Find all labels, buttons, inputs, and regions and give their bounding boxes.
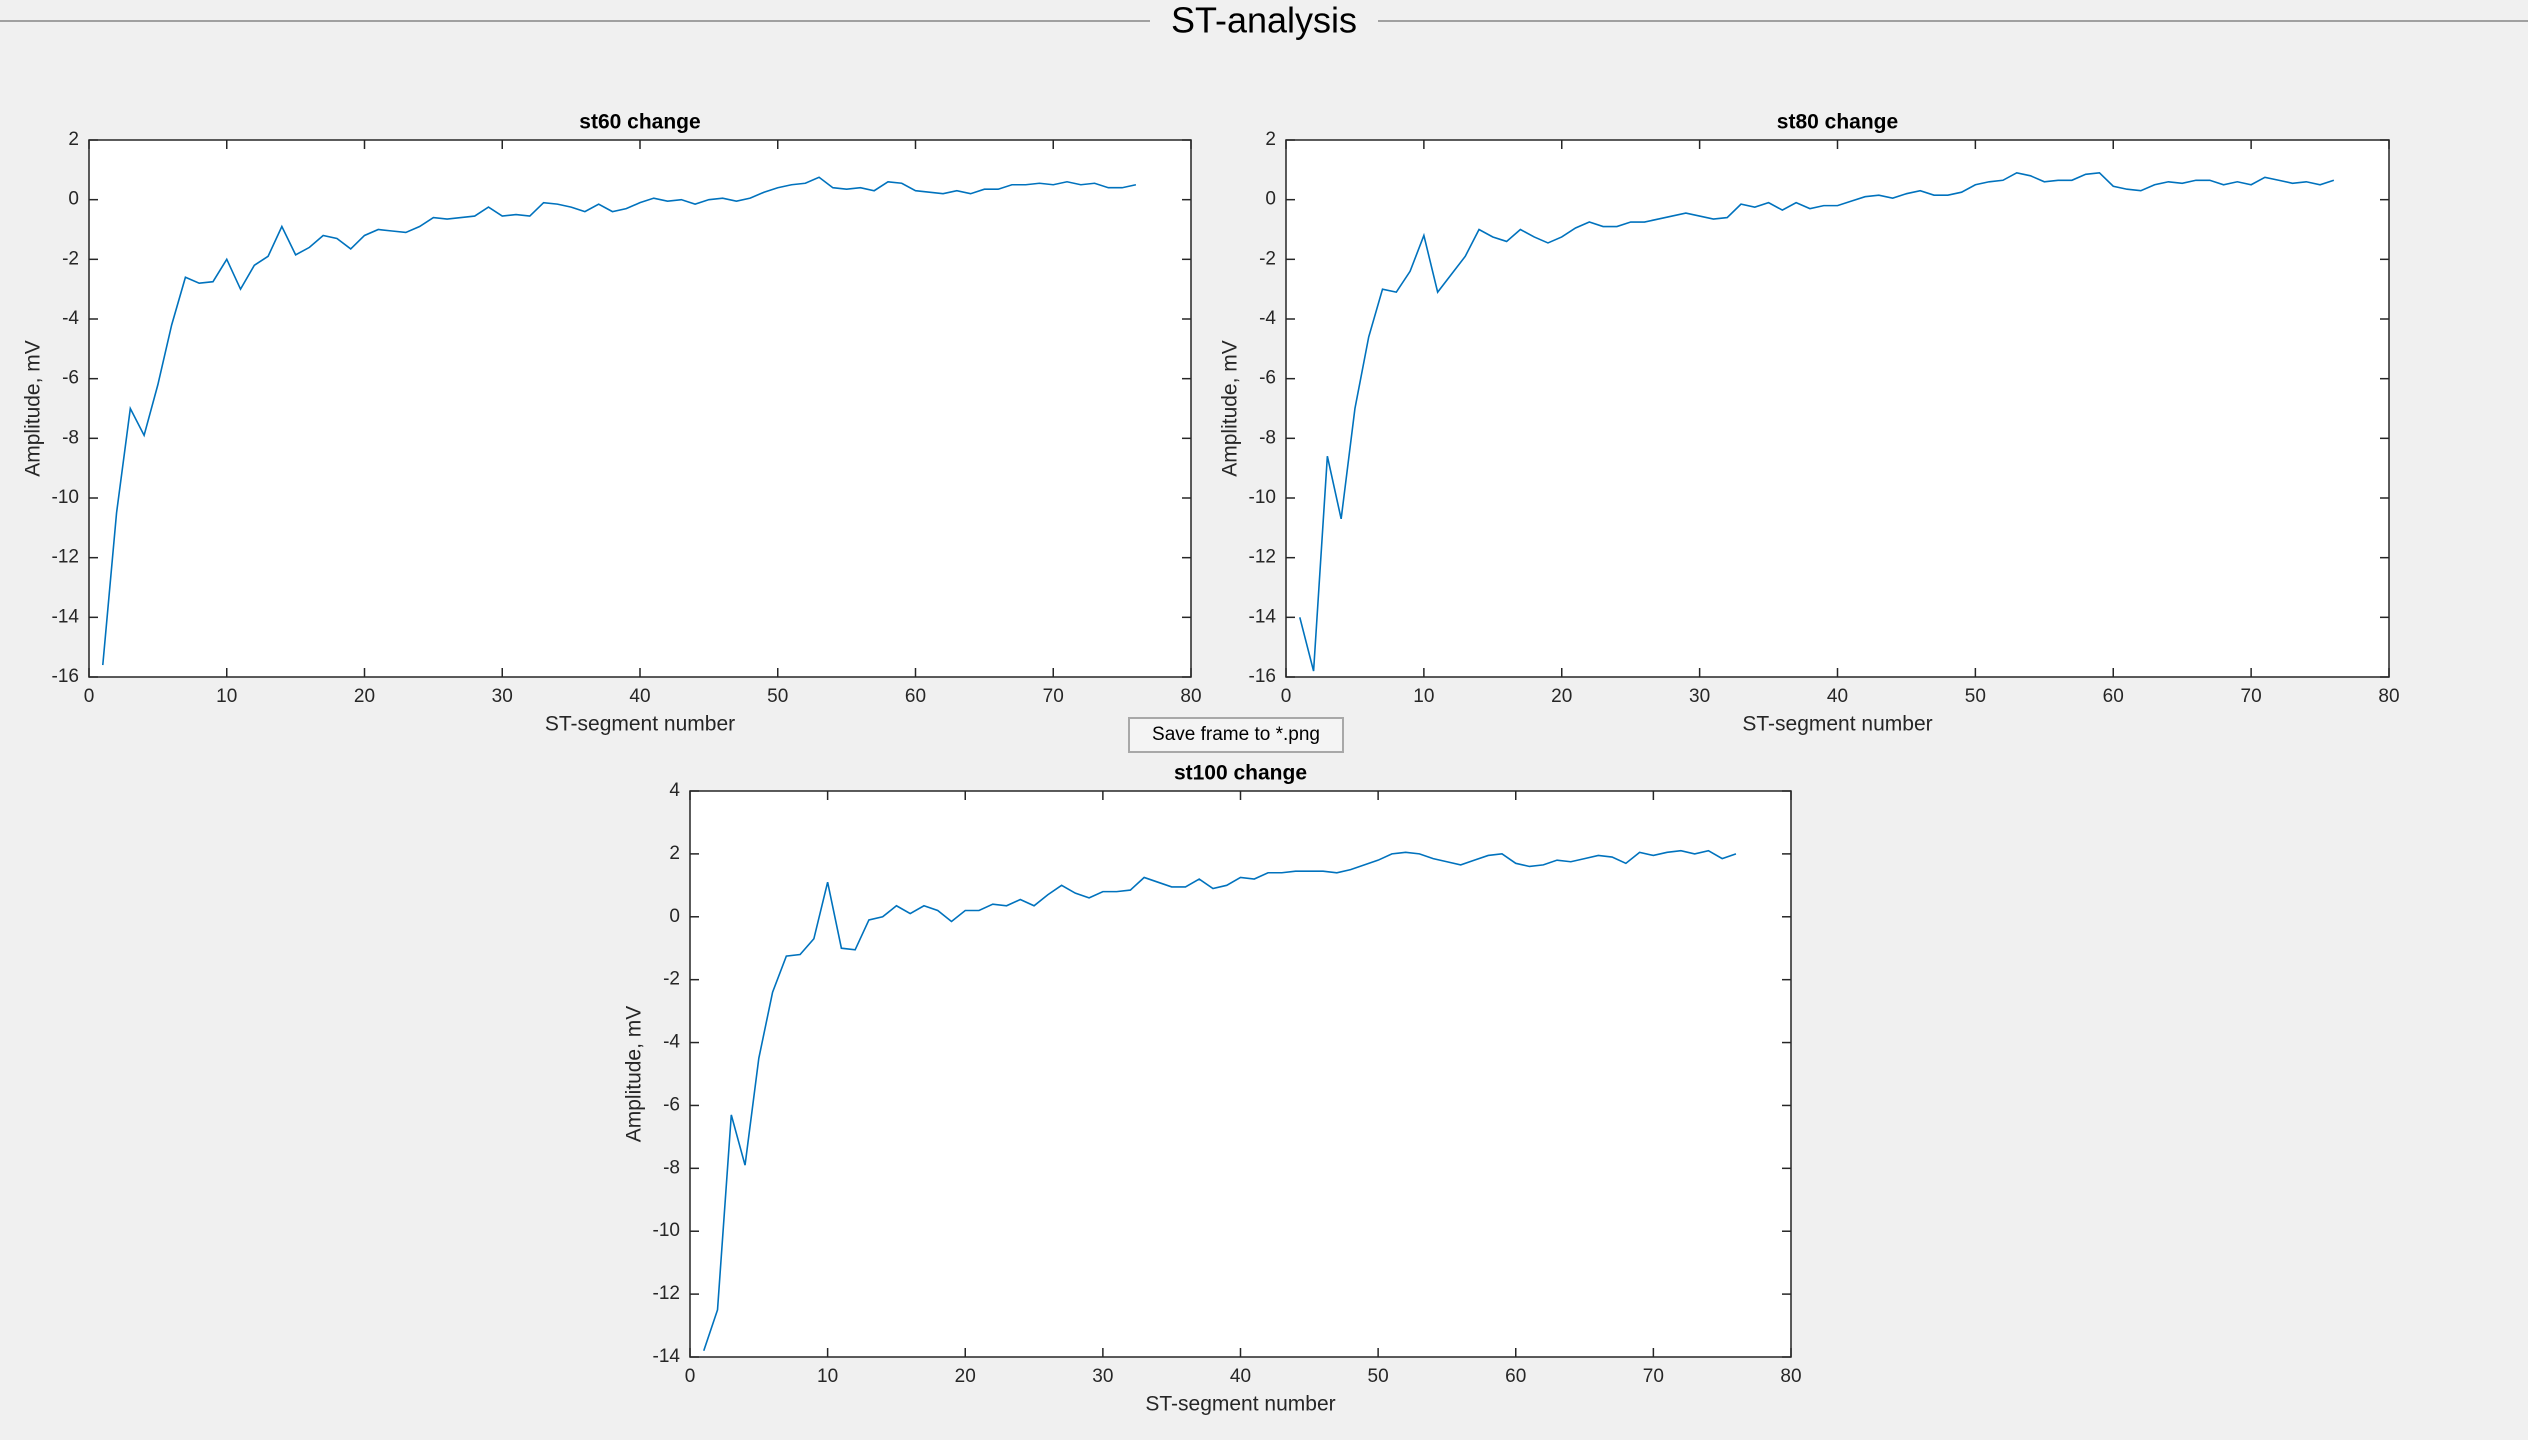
x-tick-label: 60 [1505,1366,1526,1387]
y-axis-label: Amplitude, mV [623,1006,646,1143]
x-tick-label: 70 [1643,1366,1664,1387]
y-axis-label: Amplitude, mV [1219,340,1242,477]
y-tick-label: 0 [669,906,680,927]
save-button[interactable]: Save frame to *.png [1128,717,1344,753]
x-tick-label: 20 [354,686,375,707]
x-tick-label: 50 [1965,686,1986,707]
y-axis-label: Amplitude, mV [22,340,45,477]
x-tick-label: 10 [216,686,237,707]
y-tick-label: -8 [62,427,79,448]
x-axis-label: ST-segment number [1742,713,1932,736]
y-tick-label: 0 [1265,189,1276,210]
y-tick-label: -10 [1249,487,1276,508]
x-tick-label: 70 [2241,686,2262,707]
plot-area [1285,139,2390,678]
x-tick-label: 30 [1092,1366,1113,1387]
window-title: ST-analysis [1171,0,1357,41]
x-tick-label: 60 [905,686,926,707]
y-tick-label: -16 [52,666,79,687]
y-tick-label: -10 [52,487,79,508]
x-tick-label: 40 [629,686,650,707]
y-tick-label: -12 [52,547,79,568]
y-tick-label: -14 [1249,606,1277,627]
y-tick-label: 2 [669,843,680,864]
x-tick-label: 40 [1230,1366,1251,1387]
y-tick-label: -4 [1259,308,1276,329]
y-tick-label: -2 [62,248,79,269]
y-tick-label: -16 [1249,666,1276,687]
x-tick-label: 40 [1827,686,1848,707]
y-tick-label: -8 [1259,427,1276,448]
x-tick-label: 0 [84,686,95,707]
y-tick-label: -10 [653,1220,680,1241]
y-tick-label: -12 [653,1283,680,1304]
y-tick-label: -14 [653,1346,681,1367]
x-tick-label: 30 [492,686,513,707]
y-tick-label: 0 [68,189,79,210]
data-line [101,176,1137,666]
y-tick-label: -6 [62,368,79,389]
x-tick-label: 30 [1689,686,1710,707]
y-tick-label: -4 [663,1032,680,1053]
x-tick-label: 60 [2103,686,2124,707]
plot-area [88,139,1192,678]
x-tick-label: 80 [1780,1366,1801,1387]
x-tick-label: 20 [1551,686,1572,707]
x-axis-label: ST-segment number [545,713,735,736]
y-tick-label: -2 [1259,248,1276,269]
y-tick-label: -6 [1259,368,1276,389]
chart-title: st100 change [1174,762,1307,785]
y-tick-label: -12 [1249,547,1276,568]
data-line [1299,171,2335,672]
x-tick-label: 10 [1413,686,1434,707]
plot-area [689,790,1792,1358]
x-tick-label: 80 [2378,686,2399,707]
y-tick-label: -14 [52,606,80,627]
x-tick-label: 10 [817,1366,838,1387]
x-tick-label: 80 [1180,686,1201,707]
x-tick-label: 0 [1281,686,1292,707]
y-tick-label: -6 [663,1094,680,1115]
y-tick-label: -2 [663,969,680,990]
y-tick-label: 2 [1265,129,1276,150]
x-tick-label: 50 [1368,1366,1389,1387]
x-axis-label: ST-segment number [1145,1393,1335,1416]
x-tick-label: 70 [1043,686,1064,707]
y-tick-label: -8 [663,1157,680,1178]
x-tick-label: 0 [685,1366,696,1387]
y-tick-label: -4 [62,308,79,329]
x-tick-label: 50 [767,686,788,707]
chart-title: st80 change [1777,111,1898,134]
y-tick-label: 2 [68,129,79,150]
data-line [703,849,1737,1351]
y-tick-label: 4 [669,780,680,801]
x-tick-label: 20 [955,1366,976,1387]
chart-title: st60 change [579,111,700,134]
